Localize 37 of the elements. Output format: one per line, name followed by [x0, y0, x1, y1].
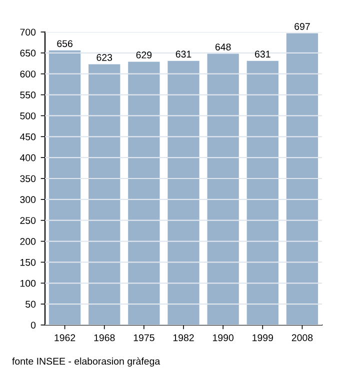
x-tick-label: 1968	[94, 334, 115, 342]
y-tick-label: 350	[20, 175, 36, 182]
x-tick-label: 1999	[252, 334, 273, 342]
y-tick-label: 600	[20, 70, 36, 78]
y-tick-label: 700	[20, 28, 36, 36]
data-label: 631	[176, 50, 192, 58]
y-tick-label: 550	[20, 92, 36, 98]
y-tick-label: 100	[20, 280, 36, 287]
y-tick-label: 300	[20, 196, 36, 204]
y-tick-label: 200	[20, 238, 36, 245]
data-label: 656	[57, 40, 72, 48]
x-tick-label: 2008	[292, 334, 313, 342]
y-tick-label: 150	[20, 258, 36, 266]
data-label: 697	[294, 23, 310, 30]
x-tick-label: 1982	[173, 334, 194, 342]
bar	[128, 62, 160, 325]
data-label: 648	[215, 44, 231, 50]
data-label: 631	[255, 50, 270, 58]
bar	[246, 60, 278, 325]
data-label: 623	[96, 54, 112, 61]
y-tick-label: 250	[20, 217, 36, 224]
bar	[48, 50, 81, 325]
bar	[168, 60, 200, 325]
bar	[207, 54, 239, 325]
y-tick-label: 0	[30, 322, 36, 329]
x-tick-label: 1975	[134, 334, 154, 342]
data-label: 629	[136, 52, 152, 58]
y-tick-label: 500	[20, 112, 36, 120]
bar	[286, 33, 318, 325]
bar	[88, 64, 120, 325]
y-tick-label: 400	[20, 154, 36, 162]
y-tick-label: 450	[20, 133, 36, 140]
y-tick-label: 50	[26, 300, 36, 308]
source-note: fonte INSEE - elaborasion gràfega	[12, 357, 160, 367]
x-tick-label: 1962	[54, 334, 76, 342]
x-tick-label: 1990	[213, 334, 234, 342]
y-tick-label: 650	[20, 50, 36, 57]
